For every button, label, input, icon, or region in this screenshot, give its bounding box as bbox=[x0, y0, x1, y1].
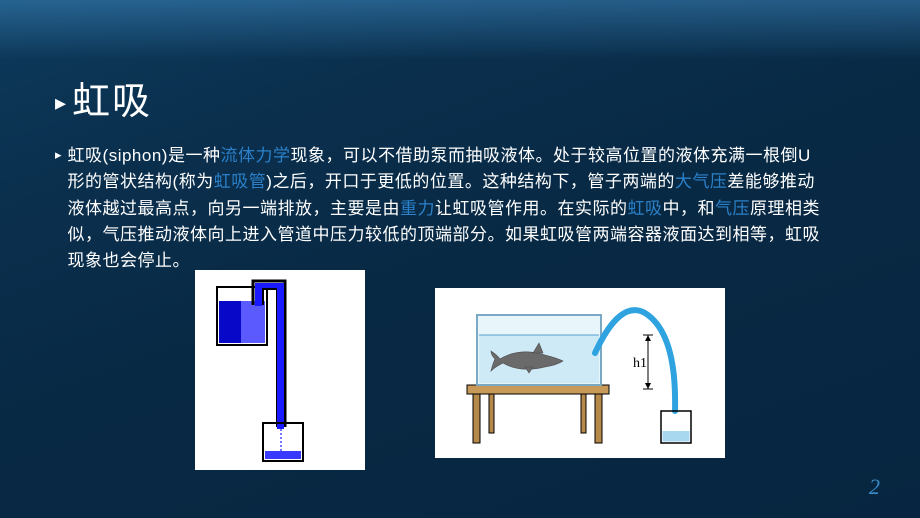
highlight-term: 流体力学 bbox=[220, 146, 290, 165]
body-paragraph: 虹吸(siphon)是一种流体力学现象，可以不借助泵而抽吸液体。处于较高位置的液… bbox=[68, 143, 828, 275]
body-bullet-icon: ▸ bbox=[55, 148, 62, 161]
highlight-term: 重力 bbox=[400, 199, 435, 218]
figure-fish-tank-siphon: h1 bbox=[435, 288, 725, 458]
body-row: ▸ 虹吸(siphon)是一种流体力学现象，可以不借助泵而抽吸液体。处于较高位置… bbox=[55, 143, 865, 275]
fish-tank-svg: h1 bbox=[445, 293, 715, 453]
slide-title: 虹吸 bbox=[72, 70, 152, 125]
highlight-term: 大气压 bbox=[675, 172, 728, 191]
body-text: 让虹吸管作用。在实际的 bbox=[435, 199, 628, 218]
slide-container: ▸ 虹吸 ▸ 虹吸(siphon)是一种流体力学现象，可以不借助泵而抽吸液体。处… bbox=[0, 0, 920, 518]
h1-label: h1 bbox=[633, 356, 647, 371]
figure-siphon-beakers bbox=[195, 270, 365, 470]
highlight-term: 虹吸管 bbox=[214, 172, 267, 191]
body-text: 中，和 bbox=[663, 199, 716, 218]
highlight-term: 气压 bbox=[715, 199, 750, 218]
highlight-term: 虹吸 bbox=[628, 199, 663, 218]
figures-row: h1 bbox=[0, 270, 920, 470]
title-row: ▸ 虹吸 bbox=[55, 70, 865, 125]
siphon-beakers-svg bbox=[205, 275, 355, 465]
body-text: )之后，开口于更低的位置。这种结构下，管子两端的 bbox=[266, 172, 675, 191]
page-number: 2 bbox=[869, 474, 880, 500]
title-bullet-icon: ▸ bbox=[55, 92, 66, 114]
body-text: 虹吸(siphon)是一种 bbox=[68, 146, 221, 165]
